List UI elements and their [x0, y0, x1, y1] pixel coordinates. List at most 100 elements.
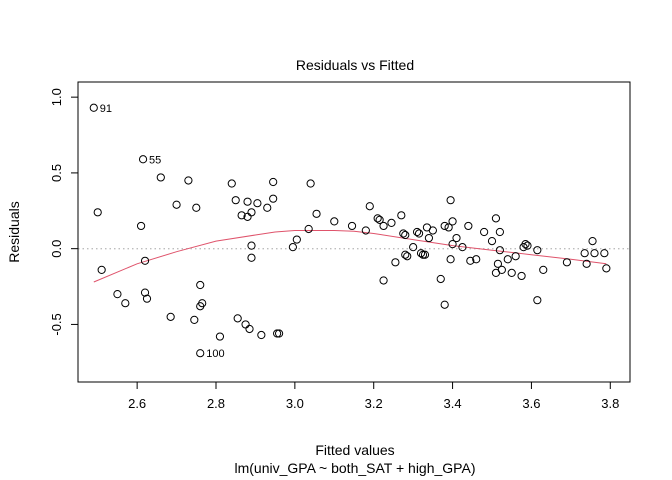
- data-point: [409, 243, 418, 252]
- data-point: [312, 209, 321, 218]
- x-axis: 2.6 2.8 3.0 3.2 3.4 3.6 3.8: [128, 381, 619, 411]
- x-tick-label: 3.2: [365, 396, 383, 411]
- data-point: [269, 194, 278, 203]
- model-formula-label: lm(univ_GPA ~ both_SAT + high_GPA): [235, 460, 476, 476]
- plot-frame: [77, 81, 631, 383]
- data-point: [480, 227, 489, 237]
- data-point: [192, 203, 201, 212]
- data-point: [243, 197, 252, 206]
- data-point: [140, 288, 150, 297]
- data-point: [440, 221, 449, 231]
- data-point: [247, 253, 256, 262]
- data-point: [533, 246, 542, 255]
- data-point: [215, 332, 225, 341]
- data-point: [121, 299, 130, 308]
- data-point: [495, 227, 504, 237]
- data-point: [466, 256, 475, 265]
- data-point: [245, 324, 254, 334]
- data-point: [436, 274, 445, 284]
- data-point: [497, 265, 506, 274]
- data-point: [428, 226, 437, 235]
- data-point: [495, 246, 504, 255]
- data-point: [113, 290, 122, 299]
- data-point: [391, 258, 400, 267]
- data-point: [142, 294, 152, 303]
- data-point: [448, 240, 457, 249]
- data-point: [247, 208, 256, 217]
- data-point: [397, 211, 406, 220]
- data-point: [365, 202, 374, 211]
- data-point: [247, 241, 256, 250]
- data-point: [487, 236, 497, 246]
- data-point: [412, 227, 422, 237]
- data-point: [140, 256, 150, 265]
- data-point: [184, 176, 193, 185]
- data-point: [330, 217, 339, 226]
- data-point: [416, 249, 426, 258]
- data-point: [227, 179, 236, 188]
- data-point: [418, 250, 428, 259]
- data-point: [306, 179, 315, 188]
- data-point: [440, 300, 449, 309]
- point-label: 91: [100, 103, 112, 115]
- y-axis-title: Residuals: [6, 201, 22, 262]
- x-tick-label: 3.6: [522, 396, 540, 411]
- data-point: [231, 196, 240, 205]
- y-tick-label: -0.5: [49, 313, 64, 335]
- data-point: [521, 240, 530, 249]
- point-label: 55: [149, 154, 161, 166]
- data-point: [448, 217, 457, 226]
- data-point: [379, 276, 388, 285]
- data-point: [472, 255, 481, 264]
- data-point: [172, 200, 181, 209]
- data-point: [493, 259, 503, 268]
- data-point: [446, 196, 455, 205]
- data-point: [458, 243, 467, 252]
- smooth-line: [93, 230, 607, 283]
- x-tick-label: 3.4: [444, 396, 462, 411]
- data-point: [375, 215, 384, 224]
- data-point: [237, 211, 246, 220]
- data-point: [517, 271, 526, 281]
- data-point: [590, 249, 599, 258]
- data-point: [588, 236, 597, 246]
- data-point: [420, 250, 430, 259]
- data-point: [580, 249, 589, 258]
- data-point: [533, 296, 542, 305]
- data-point: [273, 329, 282, 338]
- x-tick-label: 2.8: [207, 396, 225, 411]
- data-point: [379, 221, 388, 231]
- data-point: [198, 299, 207, 308]
- data-point: [269, 177, 278, 187]
- data-point: [373, 214, 382, 223]
- data-point: [347, 221, 357, 231]
- data-point: [424, 233, 434, 243]
- data-point: [446, 255, 455, 264]
- data-point: [166, 312, 175, 321]
- data-point: [274, 329, 284, 338]
- data-point: [414, 229, 424, 238]
- data-point: [582, 259, 591, 268]
- data-point: [444, 223, 453, 232]
- data-point: [452, 233, 461, 243]
- data-point: [156, 173, 165, 182]
- y-axis: -0.5 0.0 0.5 1.0: [49, 88, 79, 336]
- data-point: [97, 265, 106, 274]
- data-point: [491, 214, 501, 223]
- data-point: [304, 224, 313, 234]
- chart-title: Residuals vs Fitted: [296, 57, 414, 73]
- data-point: [602, 264, 611, 273]
- data-point: [196, 280, 205, 290]
- data-point: [387, 218, 396, 228]
- x-axis-title: Fitted values: [315, 442, 394, 458]
- y-tick-label: 1.0: [49, 88, 64, 106]
- y-tick-label: 0.0: [49, 240, 64, 258]
- data-point: [253, 199, 262, 208]
- data-point: [190, 315, 199, 324]
- data-point: [138, 155, 148, 164]
- data-point: [464, 221, 473, 231]
- data-point: [600, 249, 609, 258]
- data-point: [562, 258, 572, 267]
- point-label: 100: [206, 348, 224, 360]
